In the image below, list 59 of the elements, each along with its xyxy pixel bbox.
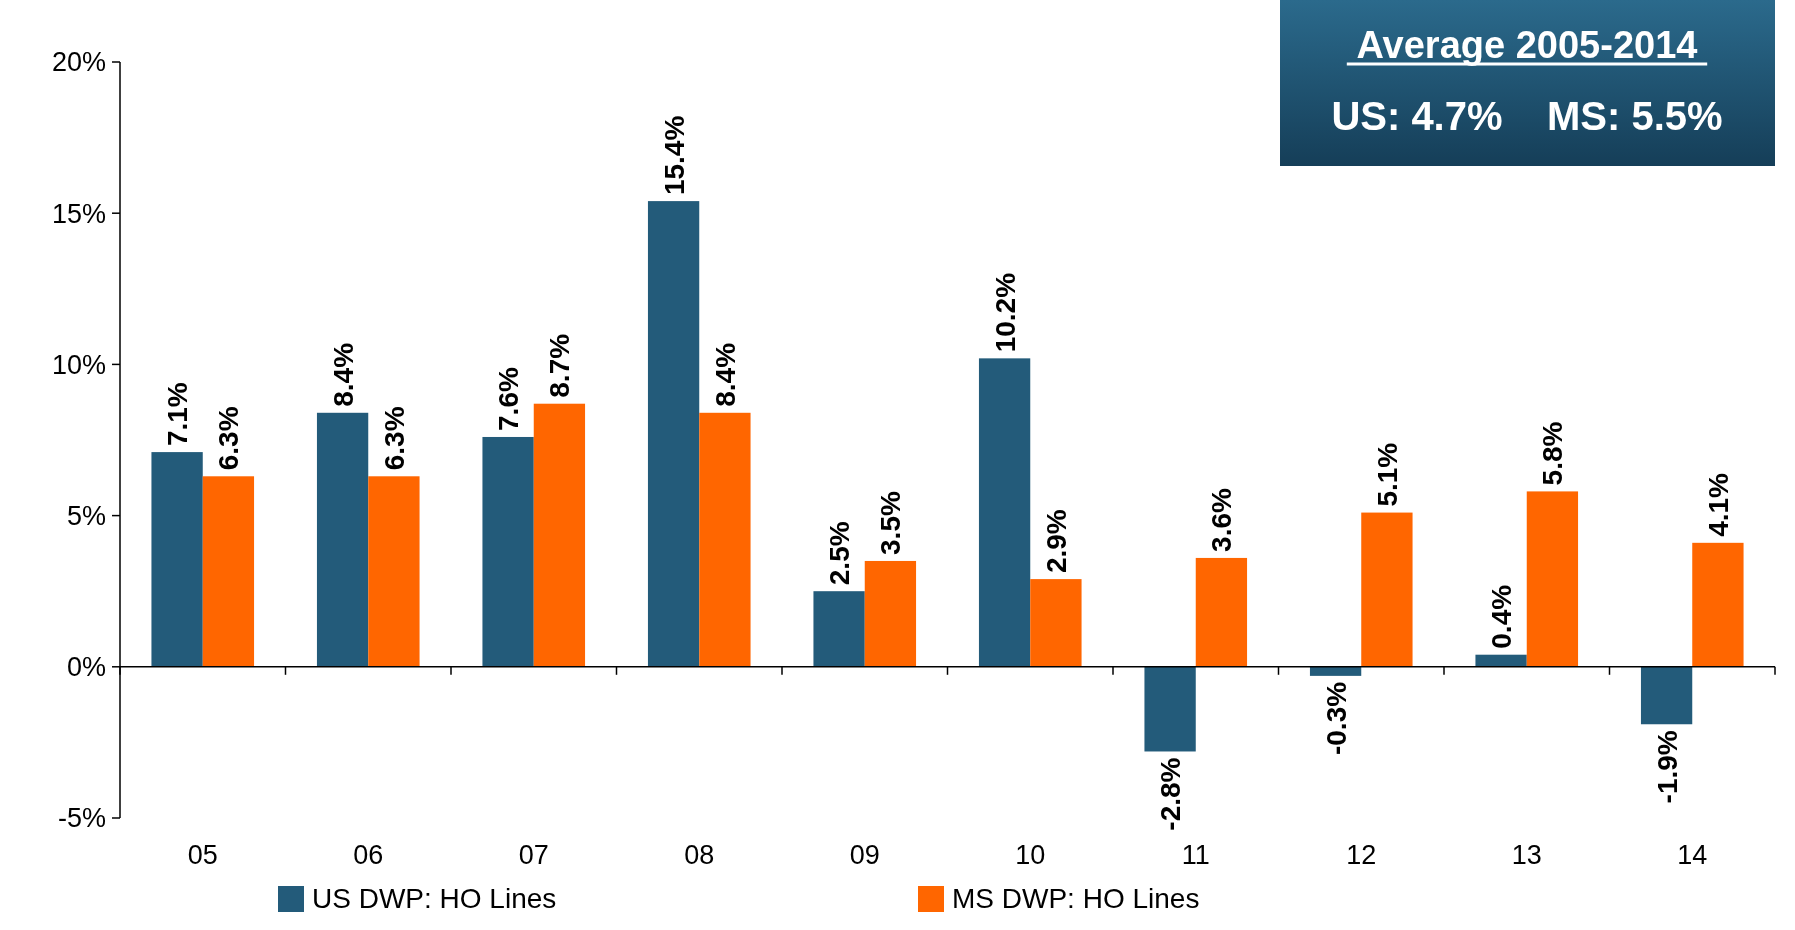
x-tick-label: 08 [684, 840, 715, 870]
data-label: 7.1% [162, 382, 194, 447]
bar [1195, 557, 1248, 667]
x-tick-label: 14 [1677, 840, 1708, 870]
data-label: 10.2% [989, 272, 1021, 353]
data-label: 8.4% [327, 342, 359, 407]
data-label: 5.1% [1371, 442, 1403, 507]
x-tick-label: 09 [849, 840, 880, 870]
bar [1526, 491, 1579, 667]
data-label: 0.4% [1486, 584, 1518, 649]
bar [1144, 666, 1196, 752]
data-label: 6.3% [378, 406, 410, 471]
x-tick-label: 07 [518, 840, 549, 870]
bar [864, 560, 917, 667]
data-label: 15.4% [658, 115, 690, 196]
data-label: 4.1% [1702, 472, 1734, 537]
bar [316, 412, 369, 667]
y-tick-label: 20% [51, 47, 106, 78]
data-label: 2.9% [1040, 509, 1072, 574]
data-label: 6.3% [213, 406, 245, 471]
data-label: 3.6% [1206, 488, 1238, 552]
bar [1692, 542, 1744, 667]
bar [813, 591, 865, 667]
annotation: US: 4.7% MS: 5.5% [1331, 94, 1723, 138]
data-label: 3.5% [875, 491, 907, 555]
x-tick-label: 05 [187, 840, 218, 870]
x-tick-label: 12 [1346, 840, 1377, 870]
x-tick-label: 10 [1015, 840, 1046, 870]
x-tick-label: 06 [353, 840, 384, 870]
y-tick-label: 0% [66, 652, 106, 683]
bar [647, 201, 700, 667]
data-label: 7.6% [493, 367, 525, 431]
y-tick-label: 15% [51, 198, 106, 229]
data-label: -2.8% [1155, 757, 1187, 831]
bar [482, 436, 534, 667]
legend-label: US DWP: HO Lines [312, 883, 557, 914]
bar [1640, 666, 1693, 725]
data-label: -1.9% [1651, 730, 1683, 804]
bar [202, 476, 255, 667]
bar [699, 412, 751, 667]
annotation: Average 2005-2014 [1356, 24, 1698, 66]
y-tick-label: 10% [51, 349, 106, 380]
bar [151, 452, 203, 667]
bar [978, 358, 1031, 667]
bar [368, 476, 420, 667]
data-label: 2.5% [824, 521, 856, 586]
x-tick-label: 13 [1511, 840, 1542, 870]
legend-label: MS DWP: HO Lines [952, 883, 1200, 914]
x-tick-label: 11 [1181, 840, 1210, 870]
bar [1475, 654, 1527, 667]
y-tick-label: 5% [66, 501, 106, 532]
bar [533, 403, 586, 667]
data-label: 8.4% [709, 342, 741, 407]
data-label: 8.7% [544, 333, 576, 398]
bar [1361, 512, 1413, 667]
y-tick-label: -5% [57, 803, 106, 834]
data-label: -0.3% [1320, 681, 1352, 756]
data-label: 5.8% [1537, 421, 1569, 486]
bar [1030, 579, 1082, 667]
